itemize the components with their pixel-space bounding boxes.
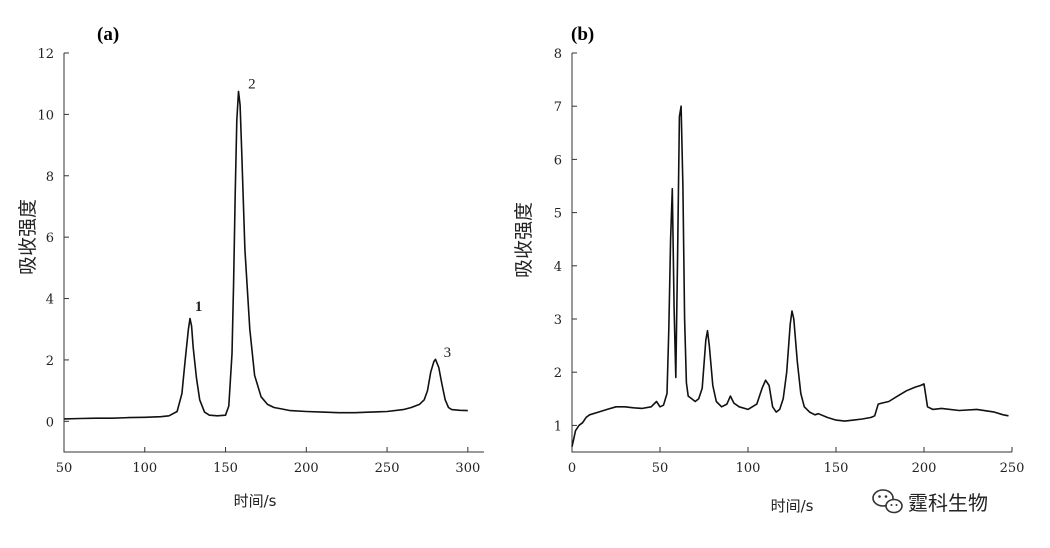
panel-a-x-axis-label: 时间/s — [234, 492, 277, 510]
y-tick-label: 4 — [554, 260, 562, 275]
panel-b-x-axis-label: 时间/s — [771, 497, 814, 515]
chart-panel-b: (b) 0 50 100 150 200 250 1 2 3 4 5 6 7 8 时间/s 吸收强度 — [513, 24, 1024, 515]
y-tick-label: 8 — [554, 47, 562, 62]
y-tick-label: 8 — [46, 170, 54, 185]
x-tick-label: 50 — [652, 461, 669, 476]
panel-b-series-line — [571, 105, 1009, 447]
panel-a-y-ticks: 0 2 4 6 8 10 12 — [37, 47, 69, 430]
y-tick-label: 6 — [554, 153, 562, 168]
x-tick-label: 250 — [375, 461, 400, 476]
y-tick-label: 6 — [46, 231, 54, 246]
x-tick-label: 0 — [568, 461, 576, 476]
x-tick-label: 50 — [56, 461, 73, 476]
x-tick-label: 200 — [912, 461, 937, 476]
y-tick-label: 2 — [554, 366, 562, 381]
x-tick-label: 200 — [294, 461, 319, 476]
panel-b-label: (b) — [571, 24, 594, 45]
y-tick-label: 5 — [554, 207, 562, 222]
panel-a-peak-labels: 1 2 3 — [195, 76, 451, 361]
y-tick-label: 10 — [37, 108, 54, 123]
x-tick-label: 250 — [1000, 461, 1025, 476]
panel-b-y-ticks: 1 2 3 4 5 6 7 8 — [554, 47, 577, 434]
peak-label-2: 2 — [248, 76, 256, 92]
panel-b-axes — [571, 53, 1012, 453]
x-tick-label: 100 — [132, 461, 157, 476]
watermark-text: 霆科生物 — [908, 491, 988, 515]
panel-b-y-axis-label: 吸收强度 — [513, 202, 535, 278]
x-tick-label: 100 — [736, 461, 761, 476]
peak-label-1: 1 — [195, 299, 203, 315]
panel-a-axes — [63, 53, 484, 453]
y-tick-label: 7 — [554, 100, 562, 115]
panel-a-label: (a) — [97, 24, 119, 45]
panel-a-x-ticks: 50 100 150 200 250 300 — [56, 447, 480, 476]
watermark: 霆科生物 — [872, 489, 988, 515]
panel-b-x-ticks: 0 50 100 150 200 250 — [568, 447, 1025, 476]
panel-a-series-line — [63, 90, 468, 420]
x-tick-label: 150 — [824, 461, 849, 476]
y-tick-label: 4 — [46, 293, 54, 308]
y-tick-label: 2 — [46, 354, 54, 369]
wechat-icon — [872, 489, 903, 514]
y-tick-label: 12 — [37, 47, 54, 62]
panel-a-y-axis-label: 吸收强度 — [17, 199, 39, 275]
y-tick-label: 0 — [46, 415, 54, 430]
x-tick-label: 300 — [455, 461, 480, 476]
y-tick-label: 1 — [554, 419, 562, 434]
peak-label-3: 3 — [444, 345, 452, 361]
x-tick-label: 150 — [213, 461, 238, 476]
y-tick-label: 3 — [554, 313, 562, 328]
